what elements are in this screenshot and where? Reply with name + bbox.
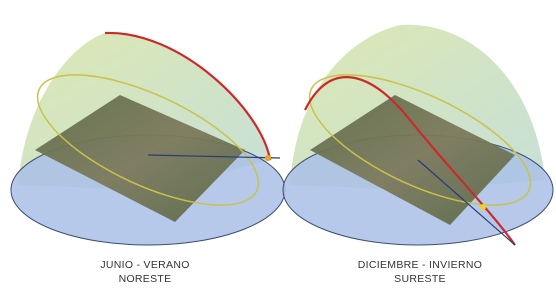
sun-path-diagram-december [283, 25, 553, 245]
page: JUNIO - VERANO NORESTE DICIEMBRE - INVIE… [0, 0, 556, 290]
caption-subtitle: NORESTE [119, 273, 172, 285]
sun-path-diagram-june [11, 33, 285, 245]
caption-title: DICIEMBRE - INVIERNO [358, 259, 482, 271]
sun-marker [480, 204, 486, 210]
caption-subtitle: SURESTE [394, 273, 446, 285]
sun-marker [265, 155, 271, 161]
caption-title: JUNIO - VERANO [100, 259, 189, 271]
